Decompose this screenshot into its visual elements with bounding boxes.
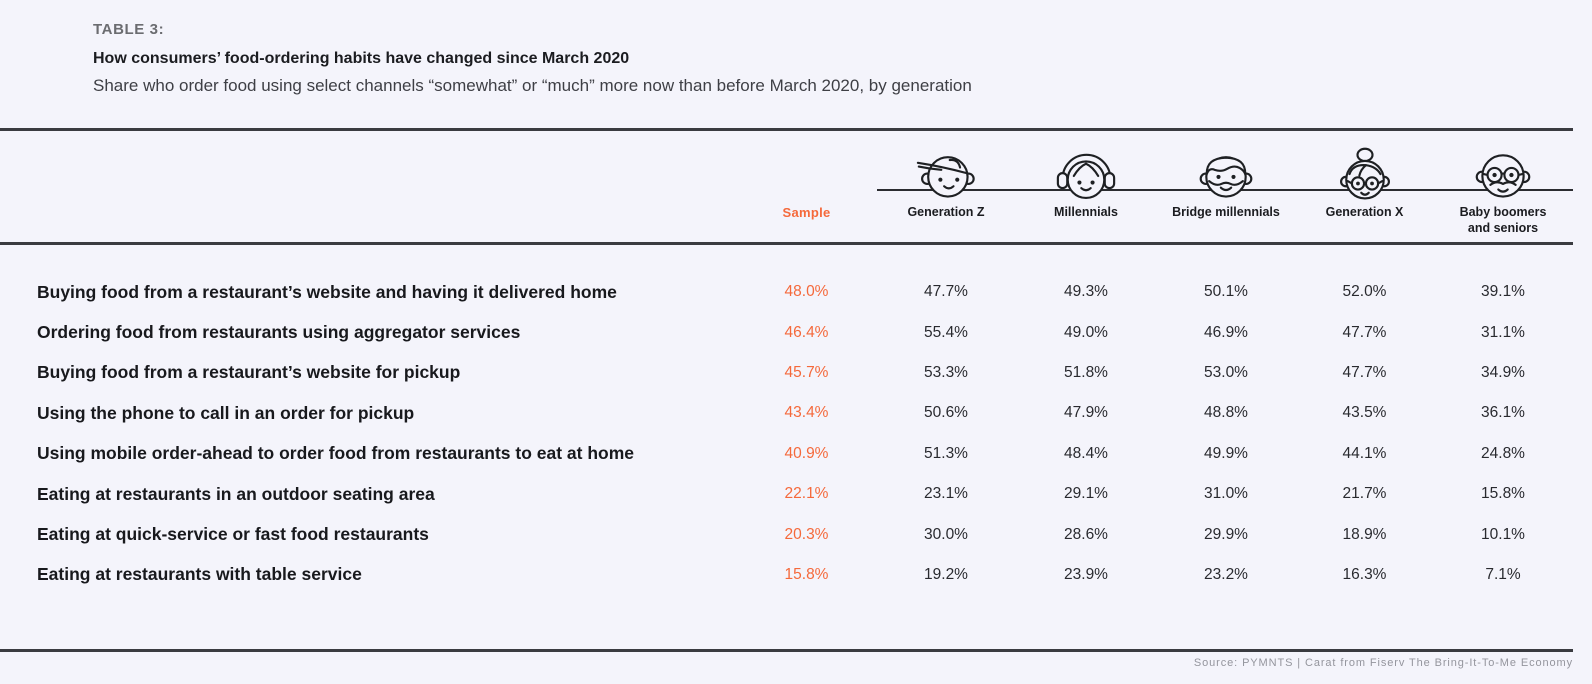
table-row: Using mobile order-ahead to order food f…	[0, 434, 1573, 474]
value-baby-boomers: 7.1%	[1485, 565, 1521, 583]
value-gen-x: 43.5%	[1342, 404, 1387, 422]
value-gen-z: 23.1%	[924, 485, 968, 503]
row-label: Using the phone to call in an order for …	[37, 402, 415, 423]
source-attribution: Source: PYMNTS | Carat from Fiserv The B…	[1193, 657, 1573, 669]
value-baby-boomers: 39.1%	[1481, 283, 1525, 301]
gen-x-bun-glasses-face-icon	[1339, 147, 1390, 200]
row-label: Using mobile order-ahead to order food f…	[37, 443, 635, 464]
column-header-label: Bridge millennials	[1172, 205, 1280, 219]
sample-value: 20.3%	[784, 525, 829, 543]
row-label: Ordering food from restaurants using agg…	[37, 322, 521, 343]
column-header-sample: Sample	[782, 205, 831, 220]
value-millennials: 48.4%	[1064, 444, 1108, 462]
value-gen-x: 47.7%	[1342, 323, 1387, 341]
row-label: Buying food from a restaurant’s website …	[37, 281, 617, 302]
table-row: Eating at restaurants with table service…	[0, 555, 1573, 595]
value-gen-z: 50.6%	[924, 404, 968, 422]
value-bridge-millennials: 31.0%	[1204, 485, 1248, 503]
sample-value: 15.8%	[784, 565, 829, 583]
table-row: Using the phone to call in an order for …	[0, 393, 1573, 433]
column-header-bridge-millennials: Bridge millennials	[1156, 145, 1296, 220]
millennial-headphones-face-icon	[1056, 153, 1116, 200]
value-gen-z: 30.0%	[924, 525, 968, 543]
bottom-rule	[0, 649, 1573, 652]
column-header-millennials: Millennials	[1016, 145, 1156, 220]
value-baby-boomers: 36.1%	[1481, 404, 1525, 422]
header-bottom-rule	[0, 242, 1573, 245]
value-millennials: 23.9%	[1064, 565, 1108, 583]
value-gen-z: 51.3%	[924, 444, 968, 462]
column-header-label: Generation X	[1325, 205, 1404, 219]
column-header-label: Generation Z	[907, 205, 985, 219]
table-row: Eating at quick-service or fast food res…	[0, 514, 1573, 554]
value-bridge-millennials: 49.9%	[1204, 444, 1248, 462]
value-gen-x: 18.9%	[1342, 525, 1387, 543]
value-bridge-millennials: 29.9%	[1204, 525, 1248, 543]
value-gen-x: 44.1%	[1342, 444, 1387, 462]
table-row: Buying food from a restaurant’s website …	[0, 272, 1573, 312]
value-millennials: 47.9%	[1064, 404, 1108, 422]
value-baby-boomers: 34.9%	[1481, 363, 1525, 381]
value-baby-boomers: 24.8%	[1481, 444, 1525, 462]
sample-value: 22.1%	[784, 485, 829, 503]
value-gen-z: 55.4%	[924, 323, 968, 341]
row-label: Buying food from a restaurant’s website …	[37, 362, 461, 383]
figure-title: How consumers’ food-ordering habits have…	[93, 50, 630, 67]
value-gen-z: 53.3%	[924, 363, 968, 381]
value-bridge-millennials: 46.9%	[1204, 323, 1248, 341]
row-label: Eating at restaurants with table service	[37, 564, 362, 585]
column-header-label: Millennials	[1054, 205, 1118, 219]
value-millennials: 49.3%	[1064, 283, 1108, 301]
gen-z-kid-cap-face-icon	[916, 156, 975, 198]
value-bridge-millennials: 53.0%	[1204, 363, 1248, 381]
sample-value: 48.0%	[784, 283, 829, 301]
value-baby-boomers: 10.1%	[1481, 525, 1525, 543]
value-bridge-millennials: 50.1%	[1204, 283, 1248, 301]
table-row: Eating at restaurants in an outdoor seat…	[0, 474, 1573, 514]
value-gen-x: 47.7%	[1342, 363, 1387, 381]
value-millennials: 49.0%	[1064, 323, 1108, 341]
value-bridge-millennials: 48.8%	[1204, 404, 1248, 422]
sample-value: 45.7%	[784, 363, 829, 381]
value-millennials: 29.1%	[1064, 485, 1108, 503]
sample-value: 40.9%	[784, 444, 829, 462]
table-row: Ordering food from restaurants using agg…	[0, 312, 1573, 352]
table-body: Buying food from a restaurant’s website …	[0, 272, 1573, 595]
figure-subtitle: Share who order food using select channe…	[93, 76, 972, 95]
column-header-generation-z: Generation Z	[876, 145, 1016, 220]
value-millennials: 51.8%	[1064, 363, 1108, 381]
row-label: Eating at restaurants in an outdoor seat…	[37, 483, 435, 504]
value-bridge-millennials: 23.2%	[1204, 565, 1248, 583]
column-header-generation-x: Generation X	[1296, 145, 1433, 220]
table-row: Buying food from a restaurant’s website …	[0, 353, 1573, 393]
column-header-baby-boomers: Baby boomers and seniors	[1433, 145, 1573, 236]
row-label: Eating at quick-service or fast food res…	[37, 524, 429, 545]
value-gen-x: 16.3%	[1342, 565, 1387, 583]
value-baby-boomers: 31.1%	[1481, 323, 1525, 341]
baby-boomer-glasses-mustache-face-icon	[1475, 154, 1531, 198]
value-gen-x: 52.0%	[1342, 283, 1387, 301]
value-gen-z: 19.2%	[924, 565, 968, 583]
sample-value: 46.4%	[784, 323, 829, 341]
value-baby-boomers: 15.8%	[1481, 485, 1525, 503]
top-rule	[0, 128, 1573, 131]
table-number-tag: TABLE 3:	[93, 21, 165, 38]
value-gen-z: 47.7%	[924, 283, 968, 301]
sample-value: 43.4%	[784, 404, 829, 422]
column-header-label: Baby boomers and seniors	[1459, 205, 1547, 235]
bridge-millennial-beard-face-icon	[1199, 156, 1253, 198]
value-gen-x: 21.7%	[1342, 485, 1387, 503]
value-millennials: 28.6%	[1064, 525, 1108, 543]
